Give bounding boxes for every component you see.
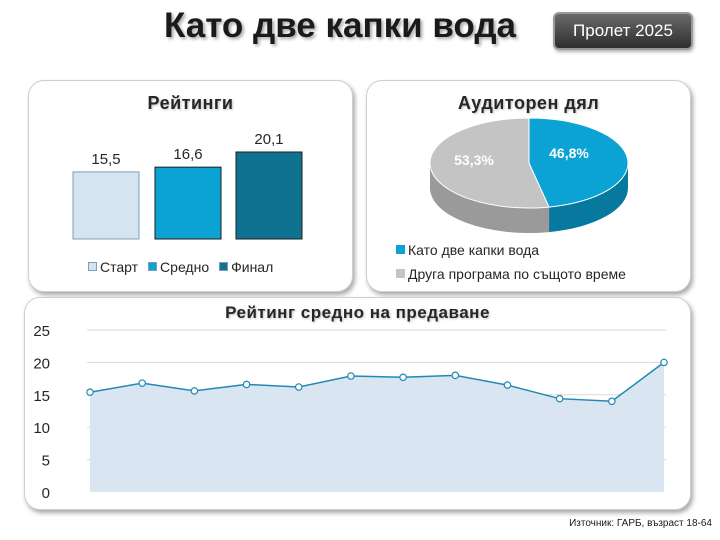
data-point — [190, 387, 199, 395]
pie-legend-swatch-show — [396, 245, 405, 254]
data-point — [555, 394, 564, 403]
pie-legend-swatch-other — [396, 269, 405, 278]
y-tick-label: 10 — [33, 420, 50, 437]
rating-line — [89, 361, 665, 403]
ratings-chart-title: Рейтинги — [147, 93, 234, 113]
data-point — [138, 379, 146, 387]
pie-legend-label-other: Друга програма по същото време — [408, 266, 626, 282]
audience-share-pie-chart: 46,8% 53,3% — [429, 117, 629, 233]
bar-value-label: 15,5 — [91, 151, 120, 168]
bar-legend-item: Старт — [88, 259, 138, 275]
page-title: Като две капки вода — [163, 6, 517, 45]
pie-slice-other — [429, 117, 550, 209]
data-point — [399, 373, 407, 382]
data-point — [503, 381, 512, 389]
bar-legend-label: Финал — [231, 259, 274, 275]
pie-slice-show — [528, 117, 629, 208]
bar-2 — [154, 166, 222, 240]
pie-slice-show-side — [549, 163, 628, 233]
y-tick-label: 0 — [42, 485, 50, 502]
y-tick-label: 15 — [33, 388, 50, 405]
bar-value-label: 16,6 — [173, 146, 202, 163]
bar-legend-item: Финал — [219, 259, 273, 275]
bar-legend-swatch — [148, 262, 158, 271]
share-chart-title: Аудиторен дял — [457, 93, 600, 113]
y-tick-label: 25 — [33, 323, 50, 340]
bar-legend-swatch — [88, 262, 97, 271]
data-point — [347, 372, 355, 380]
episode-rating-area-chart: 0 5 10 15 20 25 — [33, 323, 668, 502]
data-point — [451, 371, 460, 380]
y-tick-label: 20 — [33, 355, 50, 372]
ratings-legend: Старт Средно Финал — [88, 259, 283, 275]
bar-1 — [72, 171, 140, 240]
pie-legend-label-show: Като две капки вода — [408, 242, 540, 258]
pie-value-label-other: 53,3% — [454, 152, 494, 168]
season-badge: Пролет 2025 — [553, 12, 693, 50]
y-tick-label: 5 — [42, 453, 50, 470]
bar-legend-item: Средно — [148, 259, 209, 275]
bar-legend-label: Старт — [100, 259, 139, 275]
data-point — [608, 397, 616, 406]
line-chart-title: Рейтинг средно на предаване — [225, 303, 490, 322]
data-point — [660, 358, 668, 367]
pie-legend-item-show: Като две капки вода — [396, 242, 539, 258]
pie-slice-other-side — [430, 163, 550, 233]
area-fill — [90, 362, 664, 492]
data-point — [242, 380, 251, 389]
data-point — [86, 388, 94, 397]
source-note: Източник: ГАРБ, възраст 18-64 — [569, 518, 712, 529]
pie-legend-item-other: Друга програма по същото време — [396, 266, 626, 282]
pie-value-label-show: 46,8% — [549, 145, 589, 161]
bar-3 — [235, 151, 303, 240]
ratings-bar-chart: 15,5 16,6 20,1 — [72, 131, 303, 240]
data-point — [294, 383, 303, 391]
bar-legend-label: Средно — [160, 259, 210, 275]
bar-legend-swatch — [219, 262, 229, 271]
bar-value-label: 20,1 — [254, 131, 283, 148]
